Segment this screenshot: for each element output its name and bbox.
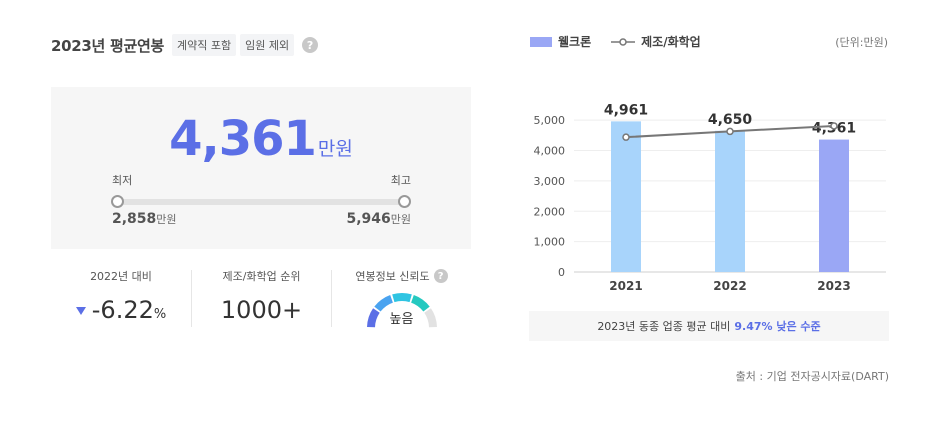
chart-summary-text: 2023년 동종 업종 평균 대비 (597, 320, 731, 333)
yoy-change-stat: 2022년 대비 -6.22% (51, 268, 191, 324)
legend-company: 웰크론 (558, 35, 592, 49)
average-salary-value: 4,361 (169, 111, 317, 167)
industry-point-2023[interactable] (830, 122, 838, 130)
y-tick-label: 5,000 (534, 114, 566, 127)
y-tick-label: 0 (558, 266, 565, 279)
y-tick-label: 1,000 (534, 236, 566, 249)
salary-header: 2023년 평균연봉 계약직 포함 임원 제외 ? (51, 33, 319, 57)
bar-2021[interactable] (611, 121, 641, 272)
reliability-label-row: 연봉정보 신뢰도 ? (332, 268, 471, 284)
bar-2022[interactable] (715, 130, 745, 272)
gauge-segment (373, 295, 393, 312)
y-tick-label: 3,000 (534, 175, 566, 188)
reliability-gauge-arc (366, 293, 437, 328)
yoy-change: -6.22% (51, 296, 191, 324)
reliability-stat: 연봉정보 신뢰도 ? 높음 (332, 268, 471, 330)
x-tick-label: 2023 (817, 279, 850, 293)
average-salary-unit: 만원 (317, 138, 353, 160)
max-salary: 5,946만원 (346, 211, 411, 227)
y-tick-label: 2,000 (534, 205, 566, 218)
salary-range-track (117, 199, 405, 205)
industry-rank-value: 1000+ (220, 296, 303, 324)
chart-summary: 2023년 동종 업종 평균 대비 9.47% 낮은 수준 (529, 311, 889, 341)
legend-line-swatch (611, 37, 636, 46)
reliability-gauge: 높음 (364, 290, 440, 330)
help-icon[interactable]: ? (302, 37, 319, 53)
reliability-help-icon[interactable]: ? (433, 269, 448, 283)
reliability-value: 높음 (389, 312, 414, 327)
unit-note: (단위:만원) (835, 36, 888, 49)
gauge-segment (410, 295, 430, 312)
max-salary-value: 5,946 (346, 211, 391, 227)
gauge-segment (423, 308, 437, 328)
page-title: 2023년 평균연봉 (51, 36, 164, 55)
yoy-change-label: 2022년 대비 (90, 270, 152, 283)
yoy-change-value: -6.22 (91, 296, 154, 324)
average-salary: 4,361 만원 (51, 115, 471, 163)
industry-rank-stat: 제조/화학업 순위 1000+ (191, 268, 332, 324)
industry-rank-label: 제조/화학업 순위 (222, 270, 301, 283)
bar-2023[interactable] (819, 139, 849, 272)
stat-divider (191, 270, 192, 327)
data-source: 출처 : 기업 전자공시자료(DART) (735, 370, 889, 383)
min-label: 최저 (112, 174, 133, 187)
industry-point-2021[interactable] (622, 133, 630, 141)
x-tick-label: 2021 (609, 279, 642, 293)
industry-point-2022[interactable] (726, 127, 734, 136)
range-min-knob (111, 195, 124, 208)
max-label: 최고 (390, 174, 411, 187)
max-salary-unit: 만원 (390, 213, 411, 226)
tag-executives-excluded: 임원 제외 (240, 34, 295, 56)
min-salary: 2,858만원 (112, 211, 177, 227)
average-salary-card: 4,361 만원 최저 최고 2,858만원 5,946만원 (51, 87, 471, 249)
legend-industry: 제조/화학업 (641, 35, 701, 49)
min-salary-unit: 만원 (156, 213, 177, 226)
chart-legend: 웰크론 제조/화학업 (530, 33, 701, 50)
bar-value-label: 4,650 (708, 112, 753, 128)
chart-summary-highlight: 9.47% 낮은 수준 (734, 320, 821, 333)
gauge-segment (366, 308, 380, 328)
y-tick-label: 4,000 (534, 145, 566, 158)
down-arrow-icon (75, 307, 86, 315)
min-salary-value: 2,858 (112, 211, 157, 227)
x-tick-label: 2022 (713, 279, 746, 293)
range-max-knob (398, 195, 411, 208)
stat-divider (331, 270, 332, 327)
tag-contract-included: 계약직 포함 (171, 34, 237, 56)
bar-value-label: 4,961 (604, 102, 648, 118)
gauge-segment (391, 293, 412, 303)
legend-bar-swatch (530, 36, 552, 47)
salary-trend-chart: 0 1,000 2,000 3,000 4,000 5,000 4,961 2021 4,650… (534, 102, 886, 293)
reliability-label: 연봉정보 신뢰도 (355, 270, 430, 283)
yoy-change-unit: % (153, 307, 167, 322)
